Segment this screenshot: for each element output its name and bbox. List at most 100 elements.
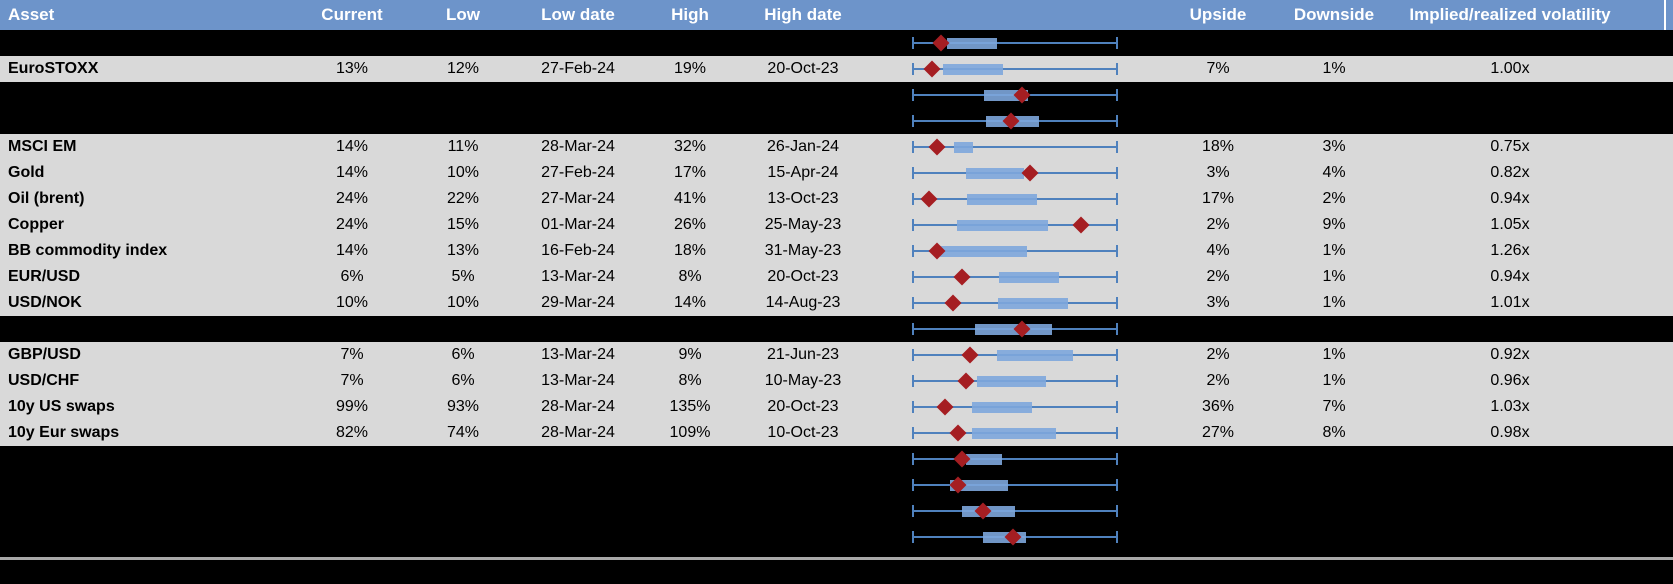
hidden-row[interactable] xyxy=(0,316,1673,342)
volatility-range-boxplot xyxy=(912,238,1118,264)
whisker-cap-left xyxy=(912,297,914,309)
cell-implied-realized-ratio: 0.92x xyxy=(1490,346,1530,363)
cell-current xyxy=(302,108,402,134)
current-level-diamond-marker xyxy=(944,294,962,312)
cell-high: 8% xyxy=(678,268,702,285)
table-row[interactable]: 10y Eur swaps 82% 74% 28-Mar-24 109% 10-… xyxy=(0,420,1673,446)
cell-upside: 36% xyxy=(1201,398,1235,415)
current-level-diamond-marker xyxy=(953,268,971,286)
iqr-box xyxy=(977,376,1046,387)
volatility-range-boxplot xyxy=(912,472,1118,498)
volatility-range-boxplot xyxy=(912,186,1118,212)
whisker-cap-right xyxy=(1116,349,1118,361)
hidden-row[interactable] xyxy=(0,82,1673,108)
current-level-diamond-marker xyxy=(1021,164,1039,182)
whisker-cap-left xyxy=(912,505,914,517)
cell-upside: 7% xyxy=(1206,60,1230,77)
cell-downside: 1% xyxy=(1322,242,1346,259)
iqr-box xyxy=(965,454,1003,465)
cell-upside xyxy=(1168,30,1268,56)
cell-upside xyxy=(1168,108,1268,134)
cell-high-date: 21-Jun-23 xyxy=(766,346,840,363)
asset-name xyxy=(8,498,300,524)
whisker-cap-left xyxy=(912,401,914,413)
cell-implied-realized-ratio: 0.94x xyxy=(1490,268,1530,285)
whisker-cap-left xyxy=(912,323,914,335)
header-column-gridline xyxy=(1664,0,1666,30)
cell-low: 11% xyxy=(447,138,479,155)
table-row[interactable]: Oil (brent) 24% 22% 27-Mar-24 41% 13-Oct… xyxy=(0,186,1673,212)
table-row[interactable]: MSCI EM 14% 11% 28-Mar-24 32% 26-Jan-24 … xyxy=(0,134,1673,160)
cell-implied-realized-ratio: 0.82x xyxy=(1490,164,1530,181)
asset-name: 10y US swaps xyxy=(8,398,115,415)
asset-name: USD/CHF xyxy=(8,372,80,389)
cell-low xyxy=(413,30,513,56)
whisker-cap-left xyxy=(912,167,914,179)
table-row[interactable]: GBP/USD 7% 6% 13-Mar-24 9% 21-Jun-23 2% … xyxy=(0,342,1673,368)
table-row[interactable]: Gold 14% 10% 27-Feb-24 17% 15-Apr-24 3% … xyxy=(0,160,1673,186)
cell-implied-realized-ratio: 1.26x xyxy=(1490,242,1530,259)
hidden-row[interactable] xyxy=(0,524,1673,550)
current-level-diamond-marker xyxy=(920,190,938,208)
cell-upside: 18% xyxy=(1201,138,1235,155)
whisker-cap-left xyxy=(912,479,914,491)
cell-high-date: 15-Apr-24 xyxy=(767,164,839,181)
cell-downside: 1% xyxy=(1322,372,1346,389)
cell-high xyxy=(640,446,740,472)
hidden-row[interactable] xyxy=(0,446,1673,472)
table-row[interactable]: BB commodity index 14% 13% 16-Feb-24 18%… xyxy=(0,238,1673,264)
cell-implied-realized-ratio xyxy=(1440,316,1580,342)
cell-upside xyxy=(1168,316,1268,342)
cell-current xyxy=(302,446,402,472)
cell-low xyxy=(413,446,513,472)
header-upside: Upside xyxy=(1189,5,1247,24)
cell-low-date: 27-Feb-24 xyxy=(541,60,615,77)
table-row[interactable]: EuroSTOXX 13% 12% 27-Feb-24 19% 20-Oct-2… xyxy=(0,56,1673,82)
cell-low xyxy=(413,498,513,524)
table-row[interactable]: USD/CHF 7% 6% 13-Mar-24 8% 10-May-23 2% … xyxy=(0,368,1673,394)
current-level-diamond-marker xyxy=(936,398,954,416)
cell-current: 13% xyxy=(335,60,369,77)
whisker-cap-right xyxy=(1116,271,1118,283)
cell-high-date xyxy=(743,30,863,56)
whisker-line xyxy=(912,484,1118,486)
cell-high-date: 25-May-23 xyxy=(764,216,842,233)
cell-upside xyxy=(1168,472,1268,498)
cell-low: 93% xyxy=(446,398,480,415)
cell-low-date: 28-Mar-24 xyxy=(541,138,615,155)
cell-downside xyxy=(1284,316,1384,342)
iqr-box xyxy=(965,168,1025,179)
cell-upside: 17% xyxy=(1201,190,1235,207)
whisker-cap-left xyxy=(912,141,914,153)
volatility-range-boxplot xyxy=(912,160,1118,186)
asset-name xyxy=(8,82,300,108)
cell-downside xyxy=(1284,30,1384,56)
asset-name: GBP/USD xyxy=(8,346,81,363)
hidden-row[interactable] xyxy=(0,30,1673,56)
hidden-row[interactable] xyxy=(0,472,1673,498)
table-row[interactable]: EUR/USD 6% 5% 13-Mar-24 8% 20-Oct-23 2% … xyxy=(0,264,1673,290)
cell-upside: 3% xyxy=(1206,164,1230,181)
table-row[interactable]: USD/NOK 10% 10% 29-Mar-24 14% 14-Aug-23 … xyxy=(0,290,1673,316)
cell-low: 15% xyxy=(446,216,480,233)
cell-high xyxy=(640,316,740,342)
cell-implied-realized-ratio xyxy=(1440,108,1580,134)
cell-current: 6% xyxy=(340,268,364,285)
cell-upside xyxy=(1168,524,1268,550)
iqr-box xyxy=(997,350,1073,361)
hidden-row[interactable] xyxy=(0,498,1673,524)
table-row[interactable]: Copper 24% 15% 01-Mar-24 26% 25-May-23 2… xyxy=(0,212,1673,238)
cell-low xyxy=(413,316,513,342)
cell-downside xyxy=(1284,108,1384,134)
cell-low-date xyxy=(518,446,638,472)
hidden-row[interactable] xyxy=(0,108,1673,134)
cell-low: 13% xyxy=(446,242,480,259)
asset-name xyxy=(8,524,300,550)
table-row[interactable]: 10y US swaps 99% 93% 28-Mar-24 135% 20-O… xyxy=(0,394,1673,420)
cell-high xyxy=(640,108,740,134)
whisker-cap-right xyxy=(1116,167,1118,179)
volatility-range-boxplot xyxy=(912,368,1118,394)
current-level-diamond-marker xyxy=(928,138,946,156)
cell-low-date xyxy=(518,82,638,108)
cell-implied-realized-ratio xyxy=(1440,82,1580,108)
